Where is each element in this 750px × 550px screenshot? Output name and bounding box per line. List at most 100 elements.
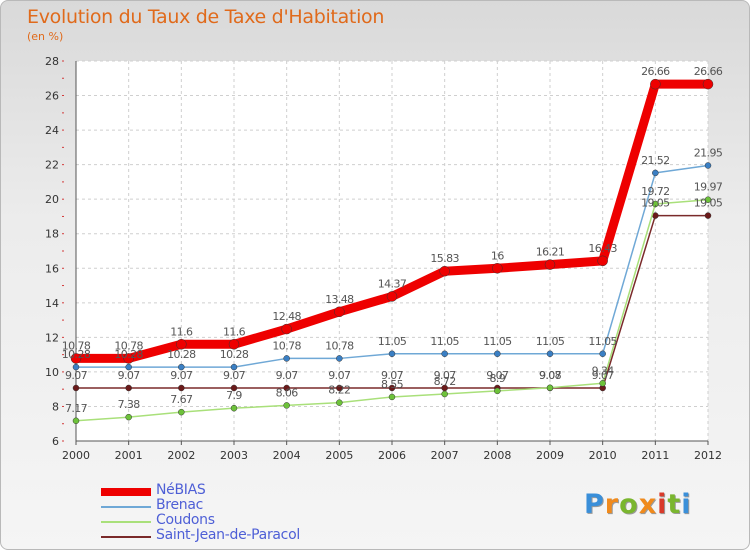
data-label: 9.07 <box>118 369 141 382</box>
data-label: 19.72 <box>641 185 670 198</box>
data-label: 19.97 <box>694 181 723 194</box>
data-point <box>125 413 132 421</box>
legend-label: Brenac <box>156 497 204 513</box>
data-point <box>228 339 240 350</box>
data-label: 21.95 <box>694 147 723 160</box>
data-label: 7.17 <box>65 402 88 415</box>
y-tick-label: 18 <box>45 228 59 241</box>
legend-label: Coudons <box>156 512 215 528</box>
data-point <box>125 384 132 392</box>
data-point <box>72 384 80 392</box>
data-label: 14.37 <box>378 277 407 290</box>
data-point <box>494 350 501 358</box>
data-label: 10.28 <box>114 348 143 361</box>
data-point <box>704 212 712 219</box>
data-point <box>704 162 712 169</box>
data-label: 10.28 <box>62 348 91 361</box>
data-point <box>388 350 396 358</box>
data-label: 15.83 <box>430 252 459 265</box>
data-point <box>176 339 187 350</box>
y-tick-label: 22 <box>45 159 59 172</box>
data-point <box>441 390 448 398</box>
data-label: 26.66 <box>694 65 723 78</box>
data-label: 9.07 <box>65 369 88 382</box>
data-point <box>72 417 80 425</box>
data-point <box>334 306 345 318</box>
data-label: 10.78 <box>325 339 354 352</box>
data-point <box>336 384 343 392</box>
data-point <box>650 78 661 90</box>
data-label: 8.06 <box>276 386 299 399</box>
data-point <box>599 350 606 358</box>
data-point <box>230 363 238 371</box>
data-label: 9.07 <box>381 369 404 382</box>
x-tick-label: 2002 <box>167 449 195 462</box>
legend-label: Saint-Jean-de-Paracol <box>156 527 300 543</box>
proxiti-logo: Proxiti <box>584 489 692 520</box>
data-point <box>230 404 238 412</box>
y-tick-label: 8 <box>52 400 59 413</box>
data-point <box>178 384 185 392</box>
data-label: 11.05 <box>588 335 617 348</box>
legend-swatch <box>101 521 151 523</box>
legend-swatch <box>101 506 151 508</box>
x-tick-label: 2004 <box>273 449 301 462</box>
legend-swatch <box>101 488 151 496</box>
data-point <box>230 384 238 392</box>
legend-swatch <box>101 536 151 538</box>
data-label: 11.6 <box>223 325 246 338</box>
x-tick-label: 2010 <box>589 449 617 462</box>
data-label: 10.78 <box>114 339 143 352</box>
data-label: 16.21 <box>536 246 565 259</box>
data-point <box>72 363 80 371</box>
data-point <box>599 380 606 387</box>
data-label: 10.78 <box>272 339 301 352</box>
legend-label: NéBIAS <box>156 482 206 498</box>
data-label: 19.05 <box>694 197 723 210</box>
data-label: 9.07 <box>276 369 299 382</box>
data-label: 8.22 <box>328 384 350 397</box>
data-label: 11.05 <box>483 335 512 348</box>
y-tick-label: 24 <box>45 124 59 137</box>
data-point <box>494 387 501 395</box>
chart-title: Evolution du Taux de Taxe d'Habitation <box>27 6 385 28</box>
data-label: 7.67 <box>170 393 193 406</box>
x-tick-label: 2008 <box>483 449 511 462</box>
x-tick-label: 2009 <box>536 449 564 462</box>
x-tick-label: 2007 <box>431 449 459 462</box>
data-label: 9.07 <box>539 369 562 382</box>
data-label: 8.9 <box>489 372 505 385</box>
x-tick-label: 2006 <box>378 449 406 462</box>
data-label: 19.05 <box>641 197 670 210</box>
data-point <box>123 353 134 364</box>
data-label: 9.07 <box>434 369 457 382</box>
data-label: 9.34 <box>592 364 615 377</box>
data-label: 11.05 <box>430 335 459 348</box>
data-label: 11.6 <box>170 325 193 338</box>
data-label: 10.28 <box>167 348 196 361</box>
data-point <box>388 393 396 401</box>
data-label: 9.07 <box>223 369 246 382</box>
data-point <box>336 399 343 406</box>
y-tick-label: 14 <box>45 297 59 310</box>
y-tick-label: 12 <box>45 331 59 344</box>
data-label: 7.38 <box>118 398 141 411</box>
x-tick-label: 2001 <box>115 449 143 462</box>
data-label: 9.07 <box>592 369 615 382</box>
data-point <box>336 355 343 362</box>
data-point <box>546 384 554 392</box>
data-label: 16 <box>491 249 504 262</box>
y-tick-label: 20 <box>45 193 59 206</box>
data-point <box>702 78 714 90</box>
data-label: 7.9 <box>226 389 242 402</box>
data-point <box>178 408 185 416</box>
x-tick-label: 2011 <box>641 449 669 462</box>
data-point <box>546 350 554 358</box>
data-label: 12.48 <box>272 310 301 323</box>
data-point <box>283 402 290 409</box>
data-label: 16.43 <box>588 242 617 255</box>
chart-subtitle: (en %) <box>27 30 64 43</box>
y-tick-label: 10 <box>45 366 59 379</box>
data-point <box>652 169 659 177</box>
